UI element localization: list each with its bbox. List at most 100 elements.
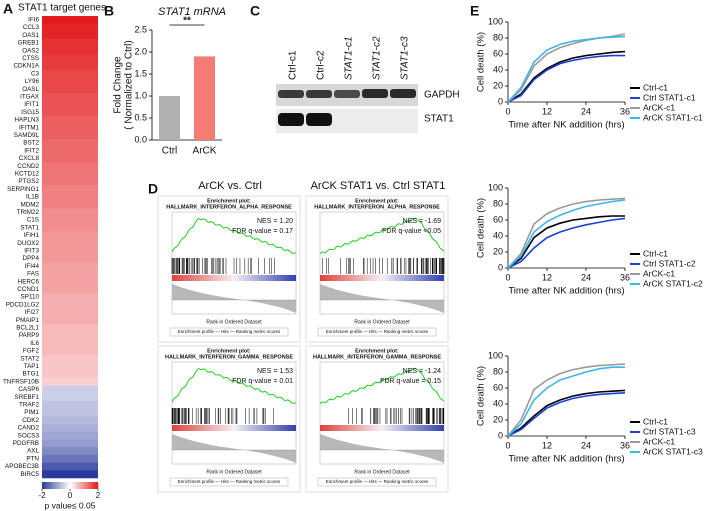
blot-band [278,113,304,126]
gene-label: IFIH1 [24,232,40,239]
colorbar-segment [67,482,69,489]
gene-label: GREB1 [18,40,40,47]
gene-label: PDGFRB [13,440,39,447]
legend-label: ArCK-c1 [643,436,675,446]
heatmap-cell [42,431,98,440]
gene-label: IFI6 [28,17,39,24]
heatmap-cell [42,162,98,171]
heatmap-cell [42,231,98,240]
y-tick-label: 100 [488,16,503,26]
gene-label: ITGAX [20,94,40,101]
significance-label: ** [183,16,191,27]
gsea-stat: NES = -1.24 [403,368,441,375]
colorbar-segment [65,482,68,489]
legend-label: Ctrl STAT1-c3 [643,426,696,436]
series-line [507,215,625,269]
y-axis-label: Cell death (%) [476,32,487,92]
heatmap-cell [42,146,98,155]
heatmap-cell [42,108,98,117]
gene-label: C3 [31,70,40,77]
enrichment-curve [171,368,297,404]
gsea-stat: NES = 1.53 [257,368,293,375]
y-tick-label: 80 [493,198,503,208]
heatmap-cell [42,385,98,394]
heatmap-cell [42,247,98,255]
heatmap-cell [42,139,98,148]
y-tick-label: 0.5 [134,112,147,122]
gene-label: LY96 [25,78,40,85]
blot-band [306,90,332,98]
heatmap-cell [42,62,98,71]
lane-label: Ctrl-c2 [316,50,327,80]
gene-label: HERC6 [18,278,40,285]
gsea-subtitle: HALLMARK_INTERFERON_ALPHA_RESPONSE [314,204,440,210]
gene-label: TAP1 [24,363,40,370]
colorbar-segment [91,482,93,489]
gene-label: FAS [27,271,39,278]
heatmap-cell [42,408,98,417]
panel-label: C [250,3,260,19]
legend-label: Ctrl STAT1-c2 [643,258,696,268]
x-tick-label: 36 [620,106,630,116]
colorbar-tick-label: 0 [68,491,73,500]
colorbar-segment [64,482,67,489]
gene-label: AXL [27,448,39,455]
colorbar-segment [54,482,57,489]
heatmap-cell [42,262,98,271]
legend-label: ArCK-c1 [643,102,675,112]
gene-label: CCND2 [17,163,39,170]
band-label: STAT1 [424,114,454,125]
colorbar-segment [88,482,90,489]
colorbar-segment [95,482,97,489]
colorbar-segment [84,482,86,489]
colorbar-segment [47,482,50,489]
y-tick-label: 60 [493,382,503,392]
heatmap-cell [42,362,98,371]
heatmap-cell [42,16,98,24]
panel-label: B [104,3,114,19]
gene-label: OAS2 [22,47,39,54]
gene-label: CCND1 [17,286,39,293]
y-tick-label: 1.5 [134,68,147,78]
x-tick-label: 0 [505,272,510,282]
y-tick-label: 100 [488,182,503,192]
colorbar-tick-label: -2 [38,491,46,500]
gene-label: C1S [27,217,39,224]
colorbar-segment [81,482,83,489]
gene-label: BST2 [23,140,39,147]
heatmap-cell [42,401,98,409]
y-tick-label: 40 [493,230,503,240]
x-tick-label: 12 [542,440,552,450]
y-tick-label: 0 [498,96,503,106]
blot-band [306,113,332,126]
ranking-metric-area [172,434,296,463]
y-axis-label: Fold Change [113,56,124,114]
gsea-subtitle: HALLMARK_INTERFERON_ALPHA_RESPONSE [166,204,292,210]
colorbar-segment [42,482,44,489]
gene-label: CASP6 [18,386,39,393]
bar [194,56,215,140]
lane-label: Ctrl-c1 [288,50,299,80]
series-line [507,50,626,103]
gsea-title: Enrichment plot: [207,198,251,204]
heatmap-cell [42,439,98,448]
gsea-rank-gradient [172,425,296,431]
gene-label: APOBEC3B [5,463,39,470]
gene-label: IFITM1 [19,124,39,131]
heatmap-footer: p value≤ 0.05 [45,500,96,510]
heatmap-cell [42,300,98,309]
blot-band [278,90,304,98]
gene-label: SREBF1 [15,394,40,401]
gsea-stat: FDR q-value = 0.01 [232,378,293,385]
y-tick-label: 40 [493,398,503,408]
gene-label: CDKN1A [13,63,39,70]
ranking-metric-area [320,284,444,313]
colorbar-segment [44,482,47,489]
legend-label: Ctrl STAT1-c1 [643,92,696,102]
colorbar-segment [85,482,88,489]
gsea-title: Enrichment plot: [355,198,399,204]
gsea-stat: FDR q-value = 0.17 [232,228,293,235]
x-tick-label: 12 [542,106,552,116]
gsea-frame [305,345,449,493]
gsea-legend-box [169,327,289,337]
